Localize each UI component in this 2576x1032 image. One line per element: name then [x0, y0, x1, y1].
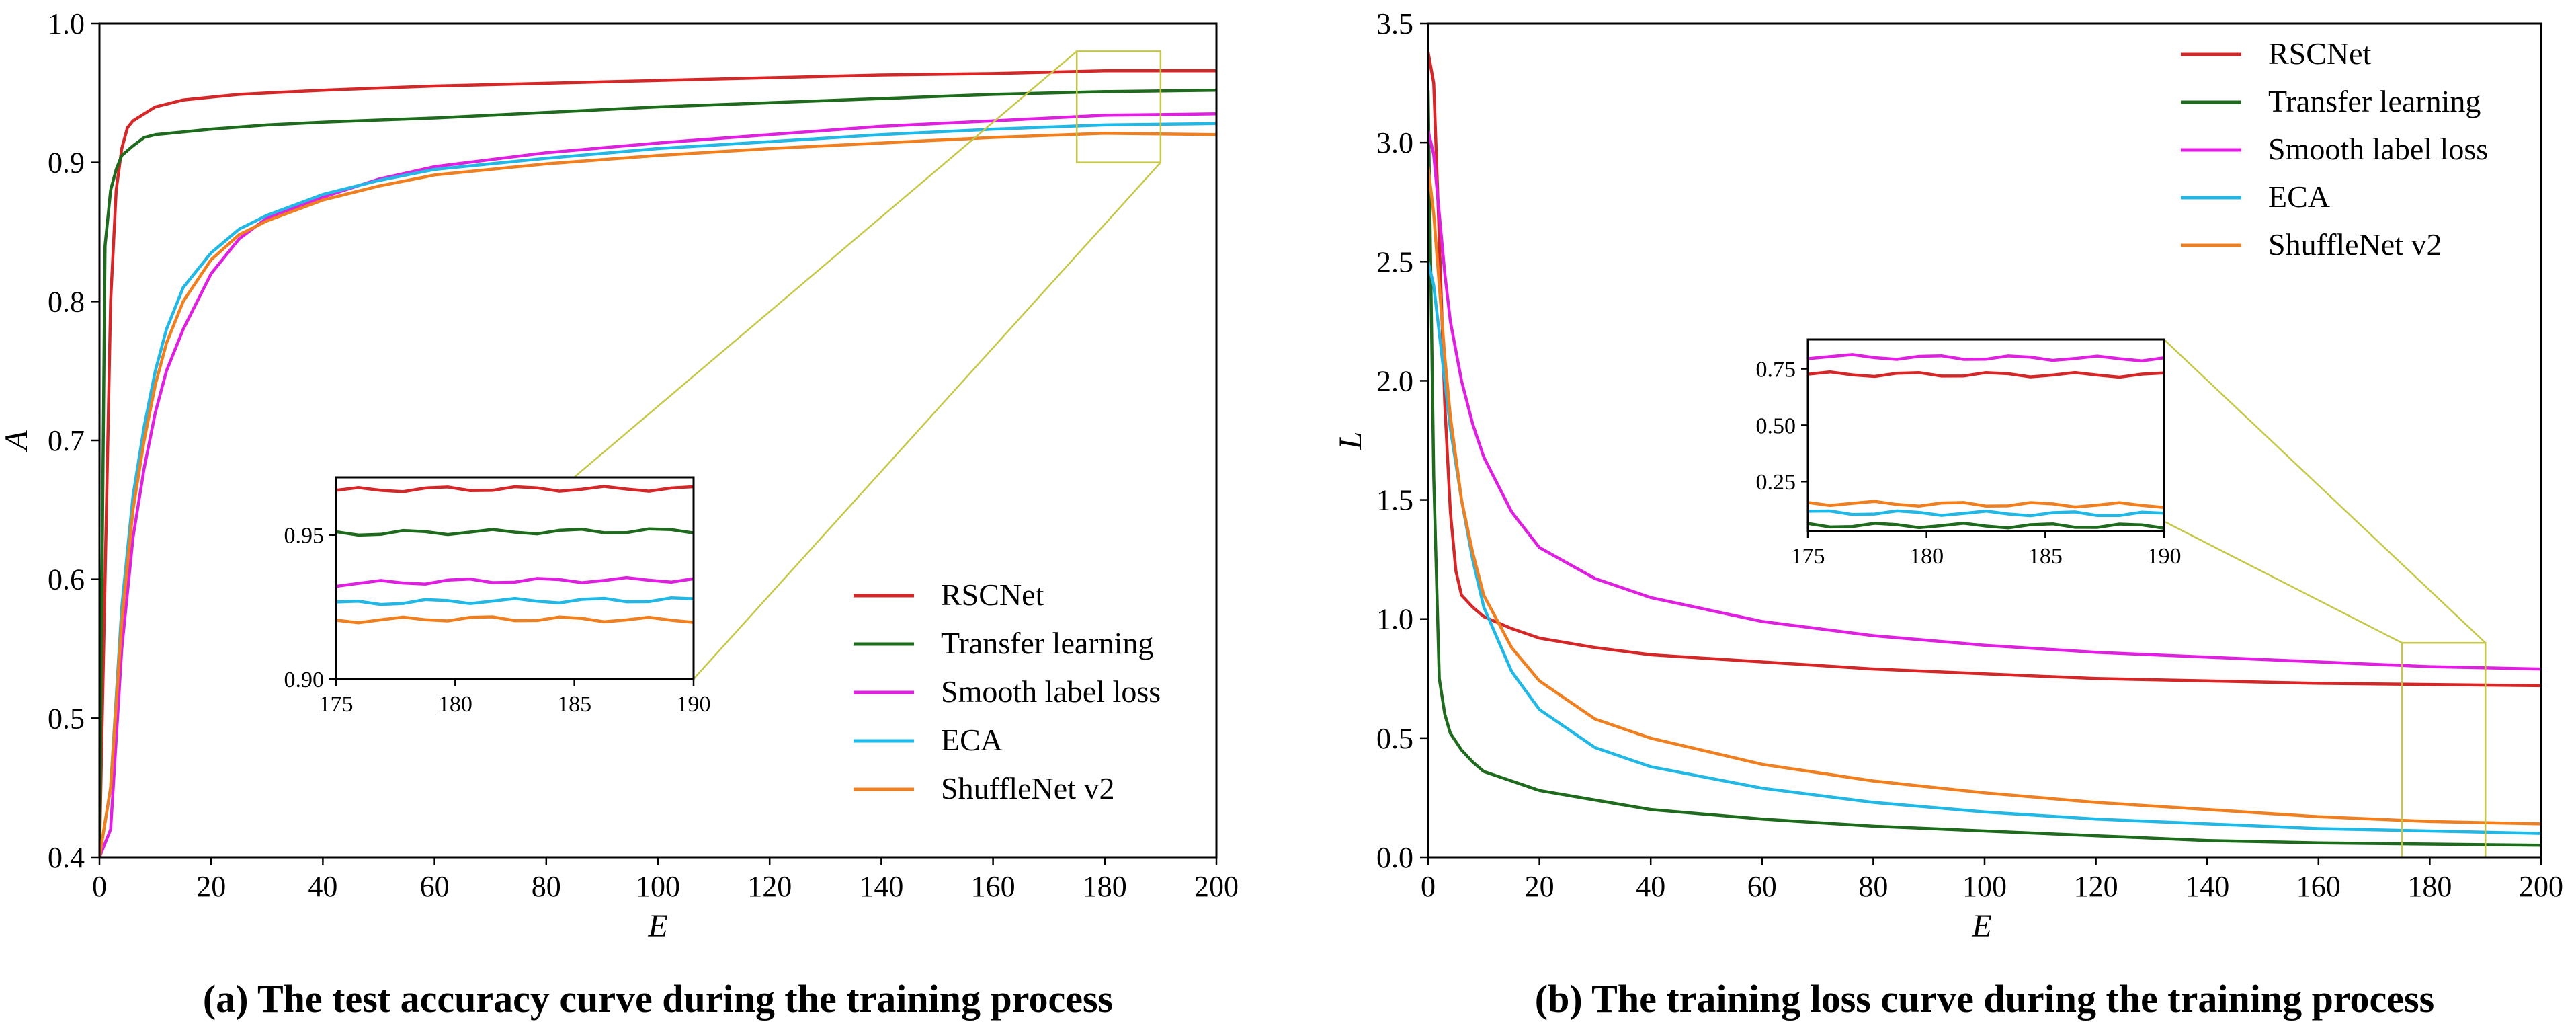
panel-a-accuracy-chart: 0 20 40 60 80 100 120 140 160 180 200 0.4 0.5 0.6 0.7 0…: [0, 7, 1239, 1021]
inset-series-line-eca: [1808, 509, 2164, 518]
x-tick-label: 40: [1636, 870, 1665, 903]
series-line-smooth-label-loss: [1428, 130, 2541, 671]
y-tick-label: 0.0: [1376, 841, 1413, 874]
inset-x-tick-label: 185: [557, 692, 591, 717]
inset-x-tick-label: 180: [1909, 544, 1944, 569]
figure-caption: (a) The test accuracy curve during the t…: [203, 977, 1113, 1021]
y-tick-label: 2.5: [1376, 245, 1413, 278]
x-tick-label: 120: [2074, 870, 2118, 903]
y-tick-label: 2.0: [1376, 364, 1413, 397]
x-tick-label: 60: [1747, 870, 1777, 903]
x-axis-title: E: [647, 908, 667, 944]
y-tick-label: 3.0: [1376, 126, 1413, 159]
inset-y-tick-label: 0.25: [1756, 470, 1796, 495]
inset-series-line-smooth-label-loss: [336, 575, 694, 588]
series-line-shufflenet-v2: [1428, 166, 2541, 826]
inset-x-tick-label: 175: [1791, 544, 1825, 569]
y-tick-label: 0.5: [1376, 722, 1413, 755]
zoom-connector: [2163, 339, 2487, 644]
x-tick-label: 160: [971, 870, 1015, 903]
series-line-eca: [1428, 261, 2541, 835]
y-tick-label: 1.0: [1376, 603, 1413, 636]
inset-x-tick-label: 190: [677, 692, 711, 717]
legend-label: ECA: [2268, 180, 2330, 214]
inset-x-tick-label: 180: [438, 692, 472, 717]
inset-y-tick-label: 0.95: [284, 524, 325, 549]
inset-y-tick-label: 0.50: [1756, 413, 1796, 438]
zoom-box: [2401, 641, 2487, 859]
legend-label: Transfer learning: [941, 626, 1153, 660]
legend-label: RSCNet: [2268, 36, 2372, 71]
x-tick-label: 0: [1421, 870, 1436, 903]
inset-series-line-transfer-learning: [1808, 522, 2164, 530]
legend-label: ShuffleNet v2: [2268, 227, 2442, 262]
x-tick-label: 200: [1194, 870, 1239, 903]
inset-series-line-transfer-learning: [336, 527, 694, 537]
y-tick-label: 0.8: [48, 285, 85, 318]
x-tick-label: 20: [196, 870, 226, 903]
inset-series-line-shufflenet-v2: [336, 615, 694, 625]
x-tick-label: 20: [1525, 870, 1554, 903]
zoom-connector: [693, 161, 1161, 680]
series-line-rscnet: [99, 69, 1216, 857]
inset-series-group: [336, 485, 694, 625]
y-tick-label: 1.0: [48, 7, 85, 40]
legend-label: ECA: [941, 723, 1003, 757]
y-tick-label: 0.9: [48, 147, 85, 180]
y-axis-title: L: [1333, 432, 1368, 450]
inset-x-tick-label: 185: [2028, 544, 2063, 569]
inset-y-tick-label: 0.90: [284, 668, 325, 692]
legend-label: Smooth label loss: [2268, 132, 2488, 166]
inset-x-tick-label: 175: [319, 692, 354, 717]
x-tick-label: 120: [747, 870, 792, 903]
inset-series-group: [1808, 353, 2164, 530]
y-tick-label: 0.5: [48, 702, 85, 735]
x-tick-label: 0: [92, 870, 107, 903]
inset-x-tick-label: 190: [2147, 544, 2182, 569]
inset-frame: [335, 476, 695, 680]
y-tick-label: 3.5: [1376, 7, 1413, 40]
zoom-box: [1076, 50, 1162, 163]
legend-label: Transfer learning: [2268, 84, 2481, 118]
x-tick-label: 80: [1858, 870, 1888, 903]
x-tick-label: 100: [636, 870, 680, 903]
x-tick-label: 140: [2185, 870, 2229, 903]
series-line-smooth-label-loss: [99, 112, 1216, 857]
legend-label: RSCNet: [941, 578, 1044, 612]
x-tick-label: 140: [859, 870, 903, 903]
x-axis-title: E: [1971, 908, 1991, 944]
figure-caption: (b) The training loss curve during the t…: [1535, 977, 2434, 1021]
inset-series-line-rscnet: [1808, 370, 2164, 379]
series-line-transfer-learning: [1428, 90, 2541, 847]
x-tick-label: 200: [2519, 870, 2563, 903]
inset-y-tick-label: 0.75: [1756, 358, 1796, 383]
inset-series-line-rscnet: [336, 485, 694, 493]
series-group: [1428, 52, 2541, 847]
x-tick-label: 180: [1083, 870, 1127, 903]
x-tick-label: 80: [532, 870, 561, 903]
x-tick-label: 180: [2407, 870, 2452, 903]
legend-label: ShuffleNet v2: [941, 771, 1115, 805]
inset-series-line-smooth-label-loss: [1808, 353, 2164, 362]
panel-b-loss-chart: 0 20 40 60 80 100 120 140 160 180 200 0.0 0.5 1.0 1.5 2…: [1333, 7, 2563, 1021]
inset-series-line-shufflenet-v2: [1808, 500, 2164, 509]
series-line-eca: [99, 122, 1216, 857]
y-tick-label: 0.7: [48, 424, 85, 457]
inset-frame: [1806, 338, 2165, 532]
x-tick-label: 40: [308, 870, 337, 903]
series-line-shufflenet-v2: [99, 132, 1216, 857]
series-group: [99, 69, 1216, 857]
y-axis-title: A: [0, 430, 34, 452]
x-tick-label: 60: [420, 870, 450, 903]
y-tick-label: 0.4: [48, 841, 85, 874]
x-tick-label: 160: [2296, 870, 2341, 903]
series-line-transfer-learning: [99, 88, 1216, 857]
inset-series-line-eca: [336, 596, 694, 606]
y-tick-label: 0.6: [48, 563, 85, 596]
series-line-rscnet: [1428, 52, 2541, 688]
y-tick-label: 1.5: [1376, 484, 1413, 517]
legend-label: Smooth label loss: [941, 674, 1161, 709]
x-tick-label: 100: [1962, 870, 2007, 903]
